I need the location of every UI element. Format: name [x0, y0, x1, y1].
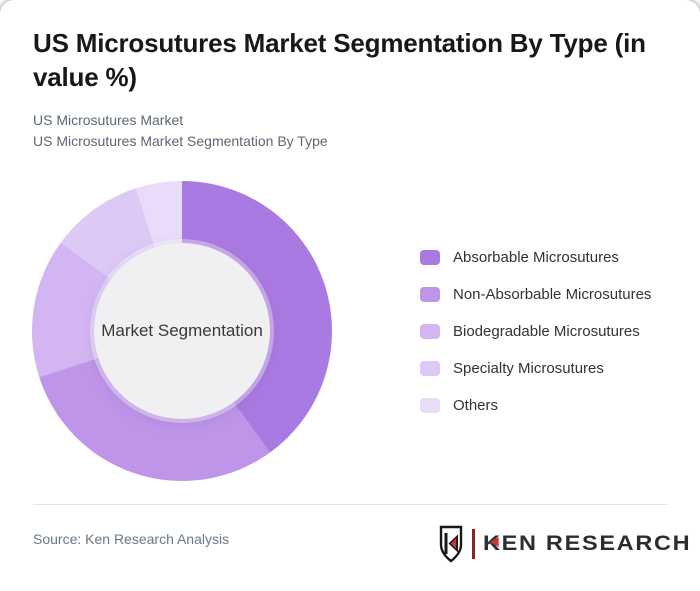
legend-swatch: [420, 361, 440, 376]
ken-research-shield-icon: [439, 525, 463, 563]
logo-divider: [471, 529, 475, 559]
legend-swatch: [420, 324, 440, 339]
logo-k-triangle-icon: [489, 537, 499, 547]
donut-hole: Market Segmentation: [94, 243, 270, 419]
donut-center-label: Market Segmentation: [101, 321, 263, 340]
ken-research-logo: KEN RESEARCH: [438, 523, 690, 565]
legend-label: Biodegradable Microsutures: [453, 323, 640, 340]
legend-item-others[interactable]: Others: [420, 397, 651, 414]
chart-legend: Absorbable Microsutures Non-Absorbable M…: [420, 249, 652, 414]
page-title: US Microsutures Market Segmentation By T…: [33, 26, 683, 94]
legend-label: Absorbable Microsutures: [453, 249, 619, 266]
logo-wordmark-text: KEN RESEARCH: [482, 532, 692, 555]
page-title-line2: value %): [33, 62, 137, 92]
footer-divider: [33, 504, 667, 505]
legend-item-non-absorbable[interactable]: Non-Absorbable Microsutures: [420, 286, 652, 303]
legend-swatch: [420, 250, 440, 265]
legend-swatch: [420, 398, 440, 413]
legend-item-biodegradable[interactable]: Biodegradable Microsutures: [420, 323, 651, 340]
legend-item-specialty[interactable]: Specialty Microsutures: [420, 360, 651, 377]
legend-label: Specialty Microsutures: [453, 360, 604, 377]
chart-subtitle: US Microsutures Market US Microsutures M…: [33, 110, 328, 152]
legend-item-absorbable[interactable]: Absorbable Microsutures: [420, 249, 651, 266]
logo-wordmark: KEN RESEARCH: [483, 532, 691, 556]
legend-label: Non-Absorbable Microsutures: [453, 286, 652, 303]
legend-label: Others: [453, 397, 499, 414]
chart-subtitle-line1: US Microsutures Market: [33, 112, 184, 128]
chart-subtitle-line2: US Microsutures Market Segmentation By T…: [33, 133, 328, 149]
source-note: Source: Ken Research Analysis: [33, 531, 230, 547]
legend-swatch: [420, 287, 440, 302]
donut-chart: Market Segmentation: [32, 181, 332, 481]
page-title-line1: US Microsutures Market Segmentation By T…: [33, 28, 646, 58]
